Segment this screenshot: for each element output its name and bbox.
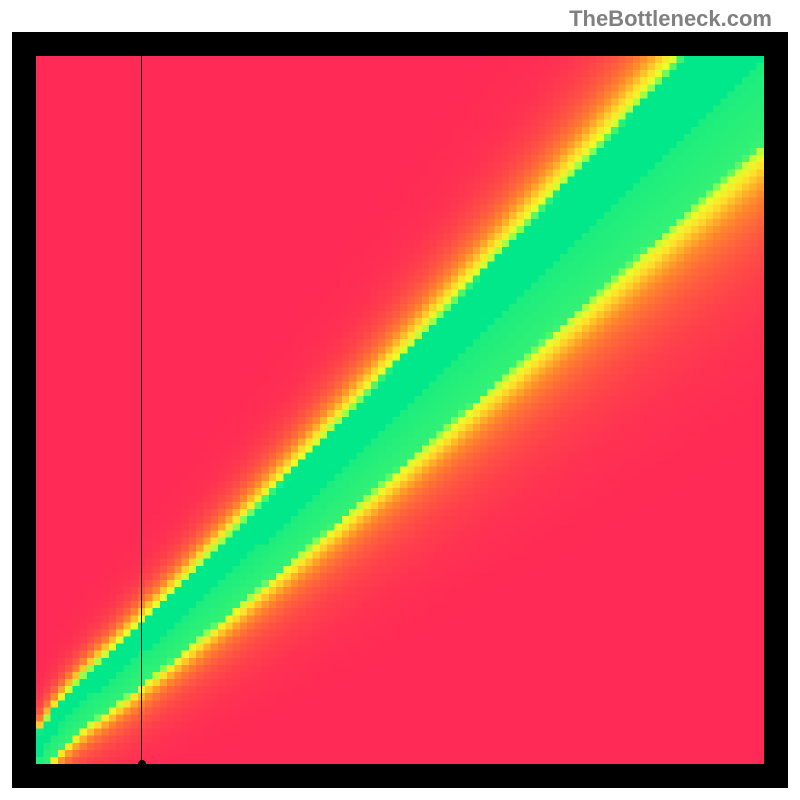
heatmap-canvas	[36, 56, 764, 764]
frame-left	[12, 32, 36, 788]
frame-top	[12, 32, 788, 56]
crosshair-vertical	[141, 56, 142, 764]
frame-bottom	[12, 764, 788, 788]
heatmap-plot	[36, 56, 764, 764]
crosshair-marker	[138, 760, 146, 768]
attribution-text: TheBottleneck.com	[569, 6, 772, 32]
chart-container: TheBottleneck.com	[0, 0, 800, 800]
frame-right	[764, 32, 788, 788]
